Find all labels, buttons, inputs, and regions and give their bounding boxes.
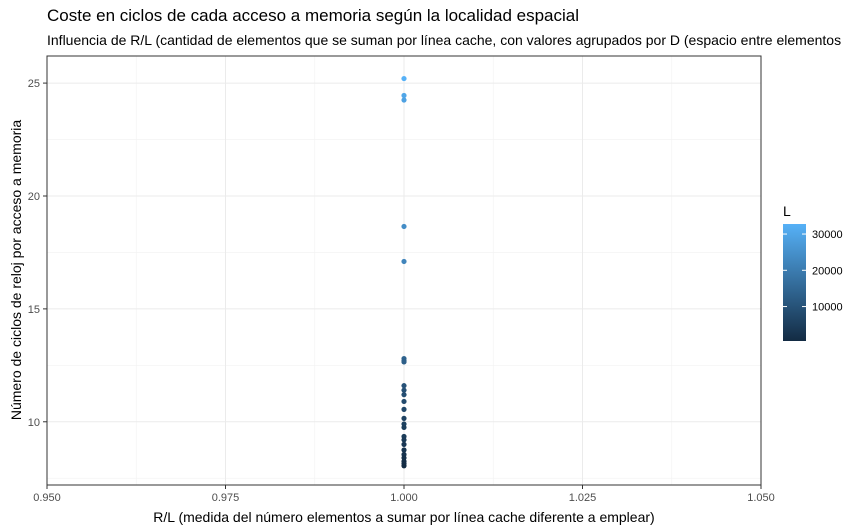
data-point (401, 92, 407, 99)
y-tick-label: 10 (28, 417, 40, 429)
data-points (401, 75, 407, 469)
x-axis: 0.950 0.975 1.000 1.025 1.050 (33, 485, 775, 504)
data-point (401, 387, 407, 393)
data-point (401, 258, 407, 265)
data-point (401, 75, 407, 82)
legend-tick-label: 10000 (812, 302, 843, 314)
y-axis: 10 15 20 25 (28, 78, 47, 429)
data-point (401, 437, 407, 443)
legend-title: L (783, 203, 791, 219)
color-legend: L 10000 20000 30000 (783, 203, 843, 341)
legend-colorbar (783, 224, 806, 341)
x-axis-title: R/L (medida del número elementos a sumar… (153, 509, 654, 525)
x-tick-label: 1.025 (569, 492, 597, 504)
data-point (401, 415, 407, 421)
data-point (401, 424, 407, 431)
data-point (401, 392, 407, 398)
data-point (401, 97, 407, 103)
x-tick-label: 0.950 (33, 492, 61, 504)
x-tick-label: 0.975 (212, 492, 240, 504)
legend-tick-label: 20000 (812, 265, 843, 277)
data-point (401, 406, 407, 412)
y-axis-title: Número de ciclos de reloj por acceso a m… (8, 120, 24, 421)
y-tick-label: 25 (28, 78, 40, 90)
data-point (401, 383, 407, 389)
y-tick-label: 20 (28, 191, 40, 203)
x-tick-label: 1.000 (390, 492, 418, 504)
data-point (401, 447, 407, 453)
x-tick-label: 1.050 (747, 492, 775, 504)
data-point (401, 441, 407, 447)
data-point (401, 359, 407, 365)
legend-tick-label: 30000 (812, 229, 843, 241)
data-point (401, 463, 407, 469)
data-point (401, 223, 407, 230)
chart-title: Coste en ciclos de cada acceso a memoria… (47, 6, 580, 25)
y-tick-label: 15 (28, 304, 40, 316)
data-point (401, 398, 407, 405)
chart-subtitle: Influencia de R/L (cantidad de elementos… (47, 32, 842, 48)
legend-ticks: 10000 20000 30000 (783, 229, 843, 314)
